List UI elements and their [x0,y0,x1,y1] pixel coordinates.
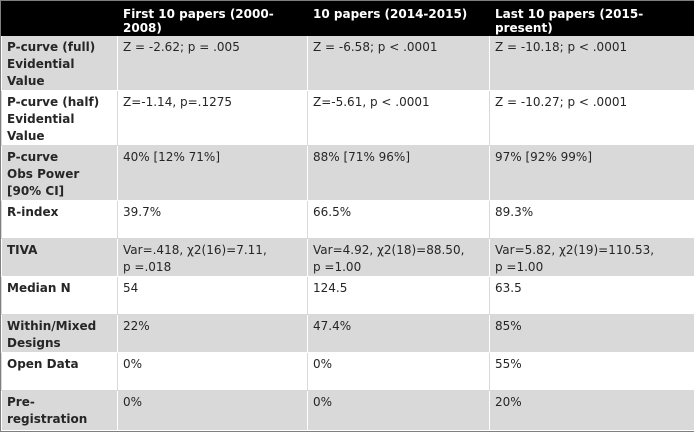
table-cell: 54 [118,277,308,315]
table-cell: Z=-1.14, p=.1275 [118,91,308,146]
table-row-pcurve-half: P-curve (half) Evidential Value Z=-1.14,… [2,91,694,146]
table-cell: Var=.418, χ2(16)=7.11, p =.018 [118,239,308,277]
table-cell: 20% [490,391,694,431]
row-label: Within/Mixed Designs [2,315,118,353]
table-cell: 66.5% [308,201,490,239]
row-label: P-curve (full) Evidential Value [2,36,118,91]
table-row-pre-registration: Pre-registration 0% 0% 20% [2,391,694,431]
table-cell: Z=-5.61, p < .0001 [308,91,490,146]
table-cell: 39.7% [118,201,308,239]
table-cell: 88% [71% 96%] [308,146,490,201]
table-cell: 40% [12% 71%] [118,146,308,201]
table-cell: 47.4% [308,315,490,353]
header-row: First 10 papers (2000-2008) 10 papers (2… [2,2,694,36]
table-row-pcurve-full: P-curve (full) Evidential Value Z = -2.6… [2,36,694,91]
row-label: P-curve (half) Evidential Value [2,91,118,146]
table-cell: 85% [490,315,694,353]
table-cell: 124.5 [308,277,490,315]
header-last-10-papers: Last 10 papers (2015-present) [490,2,694,36]
table-cell: 97% [92% 99%] [490,146,694,201]
table-cell: Var=4.92, χ2(18)=88.50, p =1.00 [308,239,490,277]
table-cell: 0% [308,391,490,431]
row-label: Median N [2,277,118,315]
header-first-10-papers: First 10 papers (2000-2008) [118,2,308,36]
header-cell-empty [2,2,118,36]
row-label: P-curve Obs Power [90% CI] [2,146,118,201]
row-label: Pre-registration [2,391,118,431]
table-row-r-index: R-index 39.7% 66.5% 89.3% [2,201,694,239]
table-cell: 22% [118,315,308,353]
table-cell: 55% [490,353,694,391]
table-cell: 63.5 [490,277,694,315]
table-cell: 0% [308,353,490,391]
table-row-open-data: Open Data 0% 0% 55% [2,353,694,391]
table-row-within-mixed: Within/Mixed Designs 22% 47.4% 85% [2,315,694,353]
table-cell: Z = -2.62; p = .005 [118,36,308,91]
table-cell: 0% [118,391,308,431]
table-cell: 89.3% [490,201,694,239]
table-row-tiva: TIVA Var=.418, χ2(16)=7.11, p =.018 Var=… [2,239,694,277]
table-cell: Z = -6.58; p < .0001 [308,36,490,91]
row-label: Open Data [2,353,118,391]
table-cell: Z = -10.27; p < .0001 [490,91,694,146]
header-10-papers: 10 papers (2014-2015) [308,2,490,36]
table-row-median-n: Median N 54 124.5 63.5 [2,277,694,315]
row-label: TIVA [2,239,118,277]
table-row-pcurve-power: P-curve Obs Power [90% CI] 40% [12% 71%]… [2,146,694,201]
table-cell: Var=5.82, χ2(19)=110.53, p =1.00 [490,239,694,277]
table-cell: Z = -10.18; p < .0001 [490,36,694,91]
table-cell: 0% [118,353,308,391]
row-label: R-index [2,201,118,239]
